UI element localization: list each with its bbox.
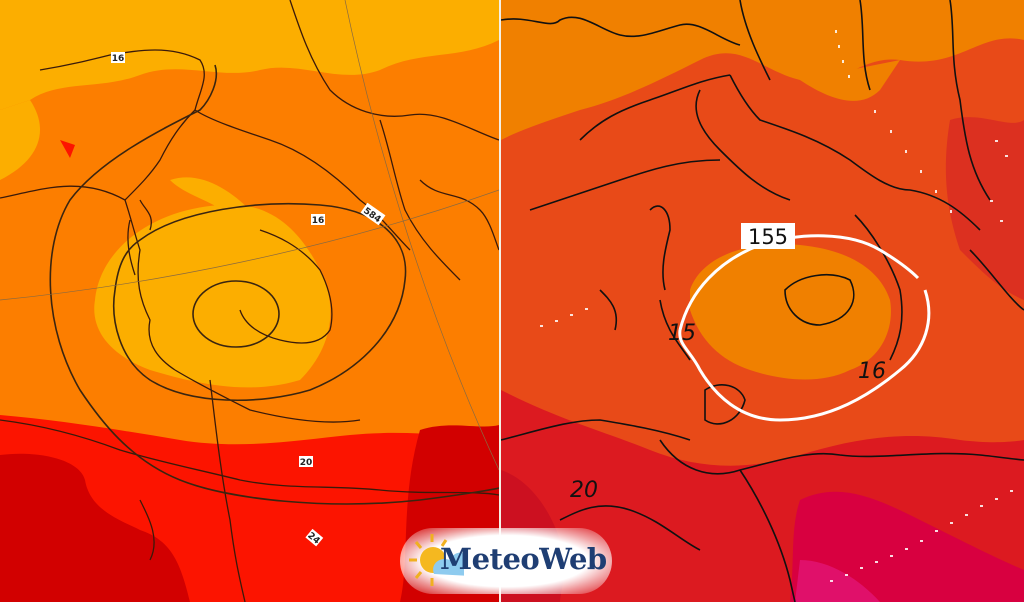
right-map-graphic: 155 15 16 20 <box>501 0 1024 602</box>
isoline-155 <box>678 234 931 422</box>
panel-divider <box>499 0 501 602</box>
meteoweb-logo: MeteoWeb <box>400 528 612 594</box>
sun-cloud-icon <box>409 534 464 586</box>
map-label: 16 <box>312 216 325 226</box>
isoline-label: 155 <box>748 225 788 249</box>
map-label: 16 <box>112 54 125 64</box>
left-map-graphic: 16 16 584 20 24 <box>0 0 499 602</box>
brand-name: MeteoWeb <box>440 542 607 576</box>
temperature-label: 16 <box>858 359 886 384</box>
temperature-label: 15 <box>668 321 696 346</box>
left-temperature-map: 16 16 584 20 24 <box>0 0 499 602</box>
right-temperature-map: 155 15 16 20 <box>501 0 1024 602</box>
temperature-label: 20 <box>570 478 598 503</box>
isoline-label-box <box>741 223 795 249</box>
map-label: 20 <box>300 458 313 468</box>
